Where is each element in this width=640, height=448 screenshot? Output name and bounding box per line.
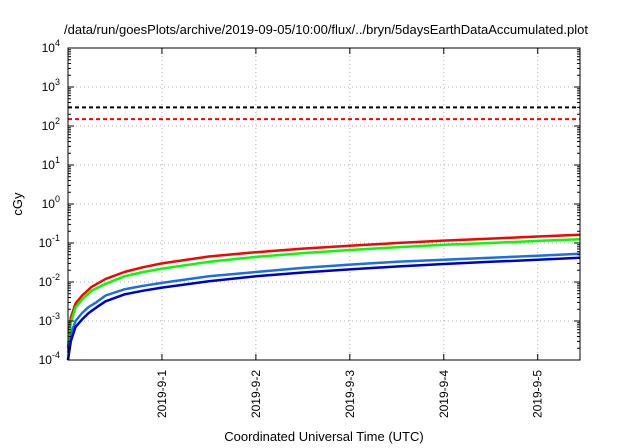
series-line	[66, 237, 581, 354]
x-tick-label: 2019-9-3	[343, 370, 357, 418]
x-tick-label: 2019-9-5	[531, 370, 545, 418]
x-tick-label: 2019-9-4	[437, 370, 451, 418]
threshold-lines	[68, 106, 580, 121]
x-axis-label: Coordinated Universal Time (UTC)	[224, 429, 423, 444]
x-tick-label: 2019-9-1	[155, 370, 169, 418]
y-tick-label: 104	[42, 38, 60, 55]
y-tick-label: 101	[42, 155, 60, 172]
chart-title: /data/run/goesPlots/archive/2019-09-05/1…	[64, 22, 588, 37]
y-tick-label: 100	[42, 194, 60, 211]
y-tick-label: 10-1	[39, 233, 60, 250]
y-axis-label: cGy	[10, 192, 25, 216]
y-tick-label: 10-3	[39, 311, 60, 328]
y-tick-label: 102	[42, 116, 60, 133]
series-lines	[66, 233, 581, 361]
series-line	[66, 252, 581, 361]
y-tick-label: 10-2	[39, 272, 60, 289]
x-axis-ticks: 2019-9-1 2019-9-2 2019-9-3 2019-9-4 2019-9-5	[155, 48, 545, 418]
series-line	[66, 256, 581, 361]
y-tick-label: 10-4	[39, 350, 60, 367]
grid	[68, 48, 580, 360]
y-axis-ticks: 10-4 10-3 10-2 10-1 100 101 102 103 104	[39, 38, 580, 367]
x-tick-label: 2019-9-2	[249, 370, 263, 418]
series-line	[66, 233, 581, 349]
y-tick-label: 103	[42, 77, 60, 94]
